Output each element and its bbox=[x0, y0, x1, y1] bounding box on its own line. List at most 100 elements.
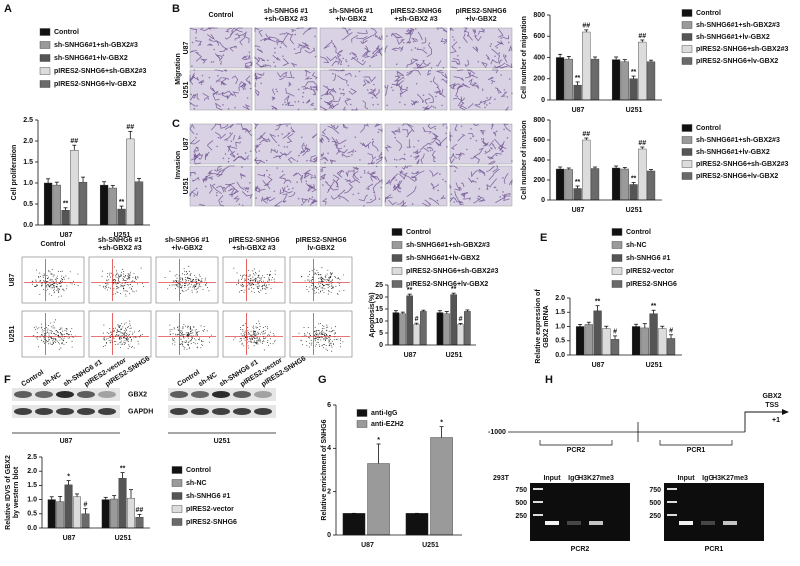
event-dot bbox=[59, 286, 61, 287]
bar bbox=[611, 59, 621, 101]
event-dot bbox=[193, 326, 195, 328]
cell-texture bbox=[266, 176, 273, 190]
event-dot bbox=[267, 326, 268, 328]
event-dot bbox=[120, 284, 122, 286]
cell-texture bbox=[463, 30, 473, 41]
row-label: U251 bbox=[183, 82, 190, 99]
pore bbox=[496, 189, 498, 191]
event-dot bbox=[182, 277, 184, 279]
event-dot bbox=[324, 285, 325, 286]
event-dot bbox=[327, 287, 329, 289]
event-dot bbox=[187, 289, 189, 291]
event-dot bbox=[50, 337, 52, 339]
row-label: U87 bbox=[183, 137, 190, 150]
event-dot bbox=[67, 337, 69, 339]
cell-texture bbox=[278, 173, 286, 181]
event-dot bbox=[257, 282, 259, 284]
event-dot bbox=[129, 323, 131, 325]
event-dot bbox=[314, 338, 315, 340]
bar bbox=[573, 84, 582, 101]
tss-arrow bbox=[744, 411, 782, 432]
event-dot bbox=[181, 334, 183, 336]
pore bbox=[375, 54, 378, 57]
x-tick-label: U251 bbox=[422, 542, 439, 549]
event-dot bbox=[311, 342, 313, 344]
event-dot bbox=[314, 290, 316, 292]
x-tick-label: U87 bbox=[572, 107, 585, 114]
event-dot bbox=[58, 282, 60, 284]
pore bbox=[415, 82, 418, 85]
event-dot bbox=[258, 285, 260, 287]
event-dot bbox=[55, 339, 56, 341]
event-dot bbox=[169, 330, 171, 332]
legend-label: Control bbox=[406, 229, 431, 236]
cell-texture bbox=[384, 156, 388, 163]
event-dot bbox=[61, 339, 63, 341]
event-dot bbox=[47, 331, 48, 333]
cell-texture bbox=[390, 173, 399, 182]
event-dot bbox=[61, 336, 63, 338]
event-dot bbox=[189, 273, 191, 275]
cell-texture bbox=[232, 155, 246, 162]
event-dot bbox=[55, 333, 57, 335]
event-dot bbox=[182, 273, 184, 275]
event-dot bbox=[198, 279, 200, 281]
cell-texture bbox=[329, 159, 337, 165]
event-dot bbox=[125, 322, 127, 324]
event-dot bbox=[327, 279, 329, 281]
event-dot bbox=[194, 330, 196, 332]
event-dot bbox=[122, 286, 124, 288]
event-dot bbox=[118, 331, 120, 333]
cell-texture bbox=[332, 73, 337, 82]
event-dot bbox=[60, 332, 62, 334]
event-dot bbox=[177, 280, 179, 282]
event-dot bbox=[118, 280, 120, 282]
legend-label: Control bbox=[626, 229, 651, 236]
event-dot bbox=[68, 277, 70, 279]
cell-texture bbox=[460, 182, 465, 188]
significance-mark: ** bbox=[575, 75, 581, 82]
pore bbox=[214, 169, 216, 172]
event-dot bbox=[243, 291, 245, 293]
event-dot bbox=[205, 284, 207, 286]
event-dot bbox=[186, 274, 188, 275]
blot-band bbox=[56, 408, 74, 415]
pore bbox=[394, 136, 397, 139]
event-dot bbox=[256, 327, 258, 329]
event-dot bbox=[192, 329, 194, 331]
event-dot bbox=[169, 333, 171, 335]
event-dot bbox=[49, 285, 51, 287]
pore bbox=[477, 60, 480, 63]
event-dot bbox=[256, 333, 258, 335]
event-dot bbox=[126, 277, 128, 279]
pore bbox=[453, 87, 455, 90]
event-dot bbox=[126, 275, 128, 277]
significance-mark: ** bbox=[120, 465, 126, 472]
event-dot bbox=[181, 340, 183, 342]
cell-texture bbox=[503, 195, 511, 201]
cell-texture bbox=[304, 69, 311, 77]
event-dot bbox=[126, 278, 128, 280]
blot-band bbox=[98, 408, 116, 415]
cell-texture bbox=[304, 172, 313, 177]
event-dot bbox=[184, 346, 186, 348]
legend-label: Control bbox=[696, 125, 721, 132]
event-dot bbox=[55, 330, 57, 332]
pore bbox=[367, 50, 370, 53]
pore bbox=[222, 54, 225, 57]
event-dot bbox=[137, 276, 139, 278]
event-dot bbox=[257, 275, 259, 276]
event-dot bbox=[122, 285, 124, 287]
event-dot bbox=[194, 288, 196, 290]
cell-texture bbox=[406, 185, 417, 198]
pore bbox=[359, 159, 361, 161]
pore bbox=[211, 88, 214, 90]
event-dot bbox=[188, 333, 190, 335]
pore bbox=[470, 128, 472, 130]
event-dot bbox=[120, 332, 122, 334]
cell-texture bbox=[243, 54, 251, 61]
event-dot bbox=[61, 278, 62, 280]
event-dot bbox=[56, 277, 57, 279]
event-dot bbox=[260, 339, 261, 341]
cell-texture bbox=[491, 152, 502, 159]
